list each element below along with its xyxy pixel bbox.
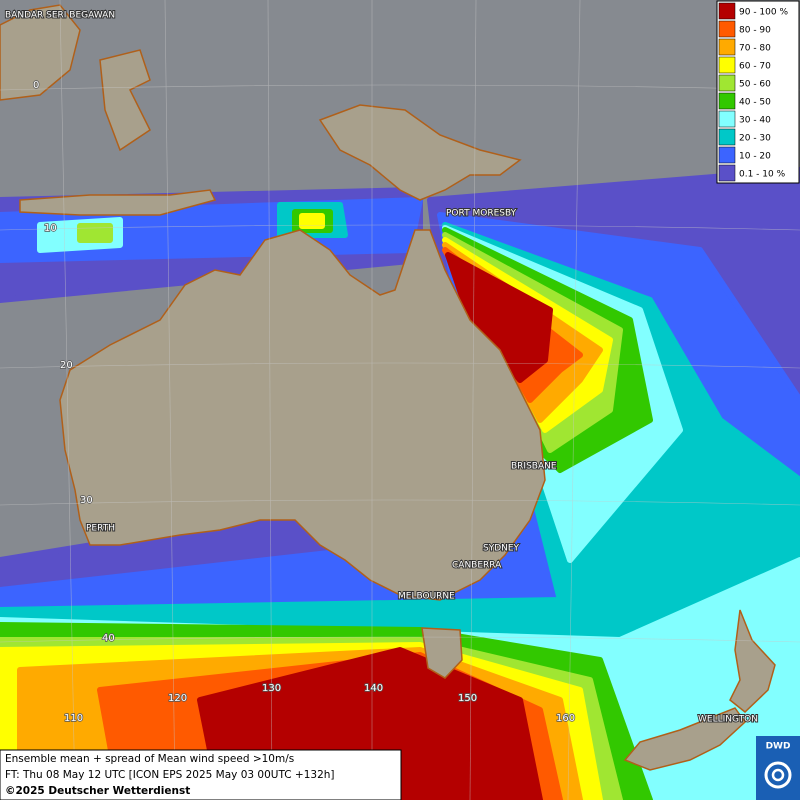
city-label: BRISBANE <box>511 462 557 472</box>
grid-line <box>0 499 800 506</box>
logo-swirl <box>771 768 785 782</box>
nz-north <box>729 609 776 713</box>
info-box <box>0 749 402 800</box>
nz-south <box>623 707 746 771</box>
tasmania <box>421 627 463 679</box>
lesser-sunda <box>19 189 217 216</box>
lon-label: 110 <box>64 713 83 724</box>
lon-label: 150 <box>458 693 477 704</box>
legend-label: 70 - 80 <box>739 44 771 54</box>
lon-label: 130 <box>262 683 281 694</box>
city-label: PERTH <box>86 524 115 534</box>
legend-label: 30 - 40 <box>739 116 771 126</box>
logo-swirl <box>764 761 792 789</box>
legend-label: 40 - 50 <box>739 98 771 108</box>
lat-label: 0 <box>33 80 39 91</box>
legend-swatch <box>718 20 736 38</box>
land <box>0 4 776 771</box>
info-text: FT: Thu 08 May 12 UTC [ICON EPS 2025 May… <box>5 769 335 781</box>
grid-line <box>164 0 176 800</box>
info-text: Ensemble mean + spread of Mean wind spee… <box>5 753 294 765</box>
legend-swatch <box>718 92 736 110</box>
legend: 90 - 100 % 80 - 90 70 - 80 60 - 70 50 - 60 40… <box>716 0 800 184</box>
lat-label: 10 <box>44 223 57 234</box>
grid-line <box>0 224 800 231</box>
legend-label: 90 - 100 % <box>739 8 788 18</box>
grid-line <box>0 84 800 91</box>
legend-swatch <box>718 146 736 164</box>
grid-line <box>469 0 477 800</box>
city-label: SYDNEY <box>483 544 520 554</box>
borneo <box>0 4 81 101</box>
legend-label: 80 - 90 <box>739 26 771 36</box>
lon-label: 120 <box>168 693 187 704</box>
legend-swatch <box>718 110 736 128</box>
field-area <box>299 213 325 229</box>
field-area <box>77 223 113 243</box>
legend-swatch <box>718 74 736 92</box>
lat-label: 40 <box>102 633 115 644</box>
legend-swatch <box>718 2 736 20</box>
legend-swatch <box>718 38 736 56</box>
field-area <box>445 252 553 383</box>
legend-label: 60 - 70 <box>739 62 771 72</box>
legend-label: 20 - 30 <box>739 134 771 144</box>
grid-line <box>267 0 273 800</box>
city-label: CANBERRA <box>452 561 502 571</box>
city-label: PORT MORESBY <box>446 209 517 219</box>
legend-swatch <box>718 164 736 182</box>
logo <box>756 736 800 800</box>
grid-line <box>0 362 800 369</box>
new-guinea <box>318 104 522 201</box>
legend-swatch <box>718 128 736 146</box>
lat-label: 20 <box>60 360 73 371</box>
grid-line <box>567 0 581 800</box>
legend-label: 10 - 20 <box>739 152 771 162</box>
city-label: BANDAR SERI BEGAWAN <box>5 11 115 21</box>
sulawesi <box>99 49 151 152</box>
city-label: WELLINGTON <box>698 715 758 725</box>
legend-swatch <box>718 56 736 74</box>
legend-label: 50 - 60 <box>739 80 771 90</box>
info-text: ©2025 Deutscher Wetterdienst <box>5 785 190 797</box>
lon-label: 140 <box>364 683 383 694</box>
grid-line <box>0 636 800 643</box>
logo-text: DWD <box>766 742 791 752</box>
grid-line <box>59 0 76 800</box>
lat-label: 30 <box>80 495 93 506</box>
city-label: MELBOURNE <box>398 592 455 602</box>
legend-label: 0.1 - 10 % <box>739 170 786 180</box>
australia <box>59 229 546 601</box>
lon-label: 160 <box>556 713 575 724</box>
